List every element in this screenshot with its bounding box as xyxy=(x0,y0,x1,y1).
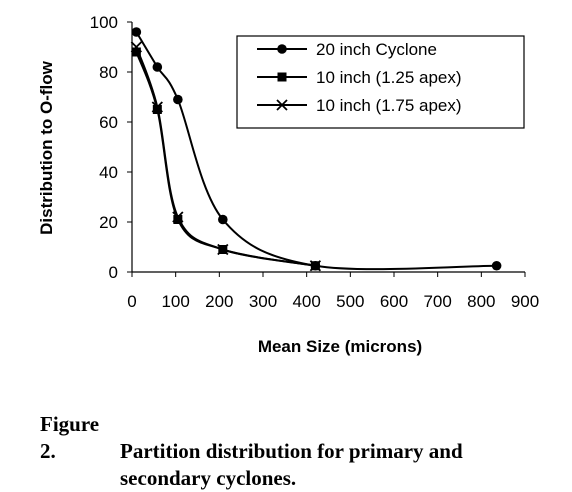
x-tick-label: 700 xyxy=(423,292,451,311)
data-point xyxy=(309,260,322,272)
data-point xyxy=(173,94,183,105)
x-marker-stroke xyxy=(172,211,184,223)
figure-caption: Figure 2. Partition distribution for prim… xyxy=(40,411,570,492)
data-point xyxy=(173,215,183,224)
legend-item: 10 inch (1.75 apex) xyxy=(257,96,462,115)
x-tick-label: 400 xyxy=(292,292,320,311)
x-tick-label: 800 xyxy=(467,292,495,311)
legend-label: 10 inch (1.75 apex) xyxy=(316,96,462,115)
x-tick-label: 0 xyxy=(127,292,136,311)
x-marker-stroke xyxy=(309,260,322,272)
data-point xyxy=(152,62,163,72)
x-marker-stroke xyxy=(276,99,288,111)
x-axis-label: Mean Size (microns) xyxy=(258,337,422,356)
legend-item: 10 inch (1.25 apex) xyxy=(257,68,462,87)
data-point xyxy=(131,47,141,57)
x-tick-label: 900 xyxy=(511,292,539,311)
x-marker-stroke xyxy=(217,243,229,256)
data-point xyxy=(130,41,143,53)
x-marker-stroke xyxy=(130,41,143,53)
caption-line2: secondary cyclones. xyxy=(120,466,297,490)
data-point xyxy=(131,27,142,37)
axes xyxy=(127,21,526,277)
y-tick-label: 100 xyxy=(90,13,118,32)
caption-line1: Partition distribution for primary and xyxy=(120,439,463,463)
x-tick-label: 500 xyxy=(336,292,364,311)
legend-marker xyxy=(276,99,288,111)
chart: 0 20 40 60 80 100 0 100 200 300 400 500 600 700 800 900… xyxy=(37,13,540,356)
caption-label: Figure 2. xyxy=(40,412,100,463)
series-3 xyxy=(130,41,322,272)
y-tick-label: 60 xyxy=(99,113,118,132)
data-point xyxy=(491,260,502,271)
legend-marker xyxy=(277,44,287,54)
data-point xyxy=(218,214,228,225)
x-tick-label: 300 xyxy=(249,292,277,311)
tick-labels: 0 20 40 60 80 100 0 100 200 300 400 500 600 700 800 900 xyxy=(90,13,540,311)
legend-label: 10 inch (1.25 apex) xyxy=(316,68,462,87)
y-axis-label: Distribution to O-flow xyxy=(37,60,56,235)
x-tick-label: 600 xyxy=(380,292,408,311)
legend-label: 20 inch Cyclone xyxy=(316,40,437,59)
data-point xyxy=(172,211,184,223)
x-tick-label: 100 xyxy=(161,292,189,311)
y-tick-label: 40 xyxy=(99,163,118,182)
legend: 20 inch Cyclone 10 inch (1.25 apex) 10 inc… xyxy=(236,35,525,129)
series-layer xyxy=(130,27,502,272)
x-marker-stroke xyxy=(151,101,163,113)
y-tick-label: 20 xyxy=(99,213,118,232)
x-tick-label: 200 xyxy=(205,292,233,311)
legend-item: 20 inch Cyclone xyxy=(257,40,437,59)
data-point xyxy=(217,243,229,256)
y-tick-label: 80 xyxy=(99,63,118,82)
data-point xyxy=(151,101,163,113)
legend-marker xyxy=(277,72,287,82)
y-tick-label: 0 xyxy=(109,263,118,282)
